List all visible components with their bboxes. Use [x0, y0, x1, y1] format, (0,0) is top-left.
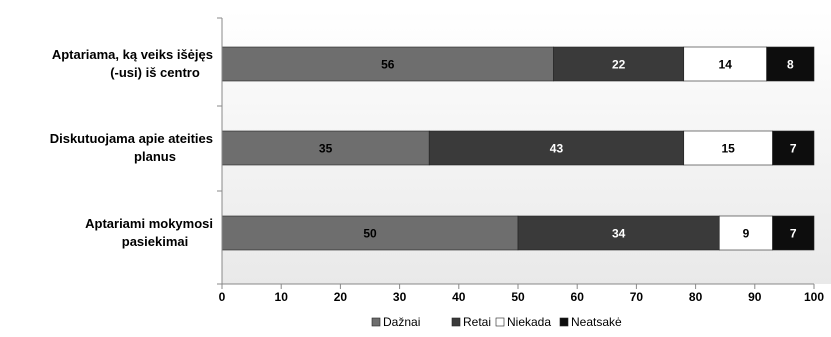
legend-swatch [451, 317, 461, 327]
x-tick-label: 20 [334, 290, 348, 304]
bar-segment-1-4 [766, 46, 815, 82]
x-tick-label: 0 [219, 290, 226, 304]
x-tick-label: 70 [630, 290, 644, 304]
legend-label: Neatsakė [571, 315, 622, 329]
data-label: 8 [787, 58, 794, 72]
x-tick-label: 60 [571, 290, 585, 304]
x-tick-label: 50 [511, 290, 525, 304]
data-label: 22 [612, 58, 626, 72]
x-tick-label: 80 [689, 290, 703, 304]
x-tick-label: 90 [748, 290, 762, 304]
bar-segment-2-3 [683, 130, 773, 166]
legend-label: Niekada [507, 315, 551, 329]
category-label: Diskutuojama apie ateities planus [50, 131, 213, 164]
legend-swatch [495, 317, 505, 327]
legend-swatch [559, 317, 569, 327]
axis-layer: 0 10 20 30 40 50 60 70 80 90 100 [217, 17, 824, 304]
data-label: 9 [743, 227, 750, 241]
data-label: 14 [719, 58, 733, 72]
bar-segment-3-4 [772, 215, 815, 251]
category-label: Aptariama, ką veiks išėjęs (-usi) iš cent… [52, 47, 213, 80]
data-label: 56 [381, 58, 395, 72]
category-labels: Aptariama, ką veiks išėjęs (-usi) iš cent… [50, 47, 213, 249]
data-label: 7 [790, 142, 797, 156]
legend-swatch [371, 317, 381, 327]
bar-segment-1-2 [553, 46, 685, 82]
data-label: 35 [319, 142, 333, 156]
data-label: 50 [363, 227, 377, 241]
bar-segment-2-2 [428, 130, 685, 166]
category-label: Aptariami mokymosi pasiekimai [85, 216, 213, 249]
legend: Dažnai Retai Niekada Neatsakė [371, 315, 622, 329]
bar-segment-3-3 [718, 215, 773, 251]
x-tick-label: 10 [275, 290, 289, 304]
bars-layer: 56 22 14 8 35 43 15 7 50 34 9 7 [221, 46, 815, 251]
legend-label: Dažnai [383, 315, 420, 329]
data-label: 34 [612, 227, 626, 241]
bar-segment-2-4 [772, 130, 815, 166]
x-tick-label: 40 [452, 290, 466, 304]
bar-segment-1-3 [683, 46, 767, 82]
x-tick-label: 100 [804, 290, 824, 304]
legend-label: Retai [463, 315, 491, 329]
bar-segment-2-1 [221, 130, 430, 166]
bar-segment-3-2 [517, 215, 720, 251]
data-label: 7 [790, 227, 797, 241]
data-label: 15 [721, 142, 735, 156]
data-label: 43 [550, 142, 564, 156]
x-tick-label: 30 [393, 290, 407, 304]
bar-segment-1-1 [221, 46, 554, 82]
